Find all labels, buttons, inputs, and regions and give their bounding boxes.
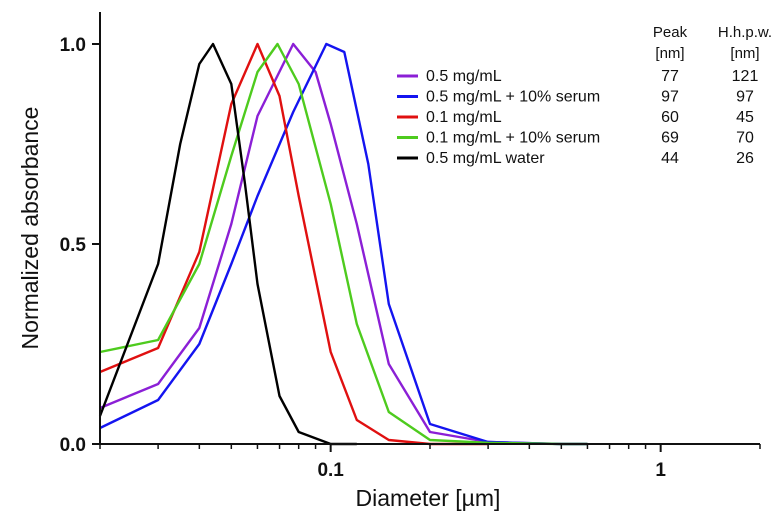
legend-label-3: 0.1 mg/mL [426,109,502,126]
legend-label-1: 0.5 mg/mL [426,68,502,85]
legend-label-5: 0.5 mg/mL water [426,150,545,167]
legend-label-4: 0.1 mg/mL + 10% serum [426,130,600,147]
y-axis-title: Normalized absorbance [17,107,43,350]
legend-hhpw-2: 97 [736,89,754,106]
legend-hhpw-5: 26 [736,150,754,167]
legend-rows: 0.5 mg/mL 77 121 0.5 mg/mL + 10% serum 97 97 0… [397,68,758,167]
series-line-1 [99,42,588,446]
legend-peak-4: 69 [661,130,679,147]
y-tick-label: 0.0 [60,435,86,456]
plot-lines [98,42,588,446]
legend-label-2: 0.5 mg/mL + 10% serum [426,89,600,106]
series-line-4 [99,42,588,446]
x-tick-label: 1 [655,460,666,481]
legend-hhpw-3: 45 [736,109,754,126]
x-axis-title: Diameter [µm] [356,485,501,511]
legend-hhpw-4: 70 [736,130,754,147]
peak-header-line1: Peak [653,24,688,41]
series-line-2 [99,42,588,446]
y-tick-label: 1.0 [60,35,86,56]
ticks: 0.0 0.5 1.0 0.1 1 [60,35,761,481]
series-line-5 [98,42,357,446]
legend-peak-3: 60 [661,109,679,126]
hhpw-header-line1: H.h.p.w. [718,24,772,41]
hhpw-header-line2: [nm] [730,45,759,62]
legend-peak-1: 77 [661,68,679,85]
peak-header-line2: [nm] [655,45,684,62]
x-tick-label: 0.1 [317,460,344,481]
y-tick-label: 0.5 [60,235,87,256]
legend-hhpw-1: 121 [732,68,759,85]
legend-peak-2: 97 [661,89,679,106]
legend: Peak [nm] H.h.p.w. [nm] 0.5 mg/mL 77 1210.… [397,24,772,167]
legend-peak-5: 44 [661,150,679,167]
